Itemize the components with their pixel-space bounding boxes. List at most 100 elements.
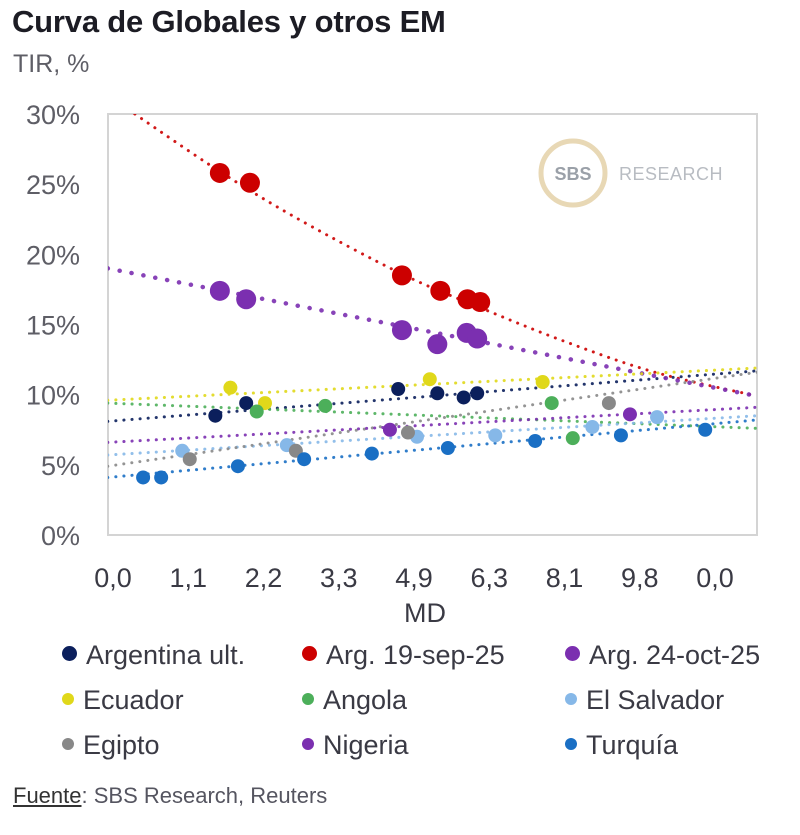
data-point xyxy=(601,396,616,411)
data-point xyxy=(467,328,488,349)
legend-label: Angola xyxy=(323,685,408,715)
data-point xyxy=(391,382,406,397)
watermark-text: RESEARCH xyxy=(619,164,723,184)
legend-item: Ecuador xyxy=(62,685,184,716)
data-point xyxy=(470,386,485,401)
y-axis-unit-label: TIR, % xyxy=(13,50,90,78)
data-point xyxy=(535,375,550,390)
data-point xyxy=(236,289,257,310)
data-point xyxy=(364,446,379,461)
legend-item: Nigeria xyxy=(302,730,409,761)
data-point xyxy=(430,386,445,401)
legend-label: Turquía xyxy=(586,730,679,760)
legend-marker xyxy=(62,692,74,705)
source-text: : SBS Research, Reuters xyxy=(81,783,328,808)
legend-item: Turquía xyxy=(565,730,678,761)
data-point xyxy=(239,172,260,193)
legend-marker xyxy=(565,692,577,705)
legend-marker xyxy=(62,646,77,662)
data-point xyxy=(230,459,245,474)
y-axis-ticks: 0% 5% 10% 15% 20% 25% 30% xyxy=(26,100,80,551)
x-tick-label: 4,9 xyxy=(395,563,433,593)
y-tick-label: 30% xyxy=(26,100,80,130)
data-point xyxy=(422,372,437,387)
data-point xyxy=(400,425,415,440)
x-axis-title: MD xyxy=(404,598,446,628)
data-point xyxy=(223,380,238,395)
legend-label: Ecuador xyxy=(83,685,184,715)
data-point xyxy=(182,452,197,467)
data-point xyxy=(698,422,713,437)
trendline xyxy=(108,405,757,444)
data-point xyxy=(209,162,230,183)
x-tick-label: 0,0 xyxy=(94,563,132,593)
x-tick-label: 9,8 xyxy=(621,563,659,593)
legend-marker xyxy=(565,737,577,750)
legend-marker xyxy=(565,646,580,662)
legend-label: Arg. 19-sep-25 xyxy=(326,640,505,670)
x-tick-label: 2,2 xyxy=(245,563,283,593)
legend-marker xyxy=(302,692,314,705)
y-tick-label: 10% xyxy=(26,381,80,411)
data-point xyxy=(488,428,503,443)
data-point xyxy=(613,428,628,443)
data-point xyxy=(456,390,471,405)
data-point xyxy=(391,320,412,341)
data-point xyxy=(565,431,580,446)
data-point xyxy=(391,265,412,286)
y-tick-label: 15% xyxy=(26,311,80,341)
legend-item: Angola xyxy=(302,685,407,716)
y-tick-label: 25% xyxy=(26,170,80,200)
sbs-research-watermark: SBS RESEARCH xyxy=(538,138,723,208)
data-point xyxy=(297,452,312,467)
data-point xyxy=(209,280,230,301)
data-point xyxy=(208,408,223,423)
data-point xyxy=(440,440,455,455)
data-point xyxy=(430,280,451,301)
legend-item: Argentina ult. xyxy=(62,640,245,671)
x-tick-label: 6,3 xyxy=(470,563,508,593)
data-point xyxy=(622,407,637,422)
data-point xyxy=(382,422,397,437)
y-tick-label: 20% xyxy=(26,240,80,270)
legend-marker xyxy=(62,737,74,750)
legend-label: Nigeria xyxy=(323,730,409,760)
data-point xyxy=(136,470,151,485)
legend-label: Egipto xyxy=(83,730,160,760)
trendline xyxy=(108,418,757,479)
trendline xyxy=(108,401,757,430)
x-tick-label: 1,1 xyxy=(169,563,207,593)
legend-item: Egipto xyxy=(62,730,160,761)
data-point xyxy=(528,433,543,448)
data-point xyxy=(470,292,491,313)
chart-title: Curva de Globales y otros EM xyxy=(12,4,446,39)
x-tick-label: 8,1 xyxy=(546,563,584,593)
scatter-chart: SBS RESEARCH 0% 5% 10% 15% 20% 25% 30% 0,0 1,1 2… xyxy=(26,100,758,628)
data-point xyxy=(239,396,254,411)
source-note: Fuente: SBS Research, Reuters xyxy=(13,783,327,809)
legend-marker xyxy=(302,646,317,662)
data-point xyxy=(249,404,264,419)
data-points xyxy=(136,162,713,485)
data-point xyxy=(650,410,665,425)
legend-item: Arg. 19-sep-25 xyxy=(302,640,505,671)
legend-item: Arg. 24-oct-25 xyxy=(565,640,760,671)
x-axis-ticks: 0,0 1,1 2,2 3,3 4,9 6,3 8,1 9,8 0,0 xyxy=(94,563,734,593)
x-tick-label: 0,0 xyxy=(696,563,734,593)
legend-marker xyxy=(302,737,314,750)
y-tick-label: 5% xyxy=(41,451,80,481)
data-point xyxy=(544,396,559,411)
data-point xyxy=(585,419,600,434)
data-point xyxy=(154,470,169,485)
legend-item: El Salvador xyxy=(565,685,724,716)
data-point xyxy=(427,334,448,355)
x-tick-label: 3,3 xyxy=(320,563,358,593)
source-label: Fuente xyxy=(13,783,82,808)
plot-area-frame xyxy=(107,113,758,536)
legend-label: Argentina ult. xyxy=(86,640,246,670)
legend-label: Arg. 24-oct-25 xyxy=(589,640,761,670)
trendline xyxy=(108,414,757,457)
data-point xyxy=(318,398,333,413)
trendline xyxy=(108,369,757,423)
watermark-mark: SBS xyxy=(554,164,591,184)
